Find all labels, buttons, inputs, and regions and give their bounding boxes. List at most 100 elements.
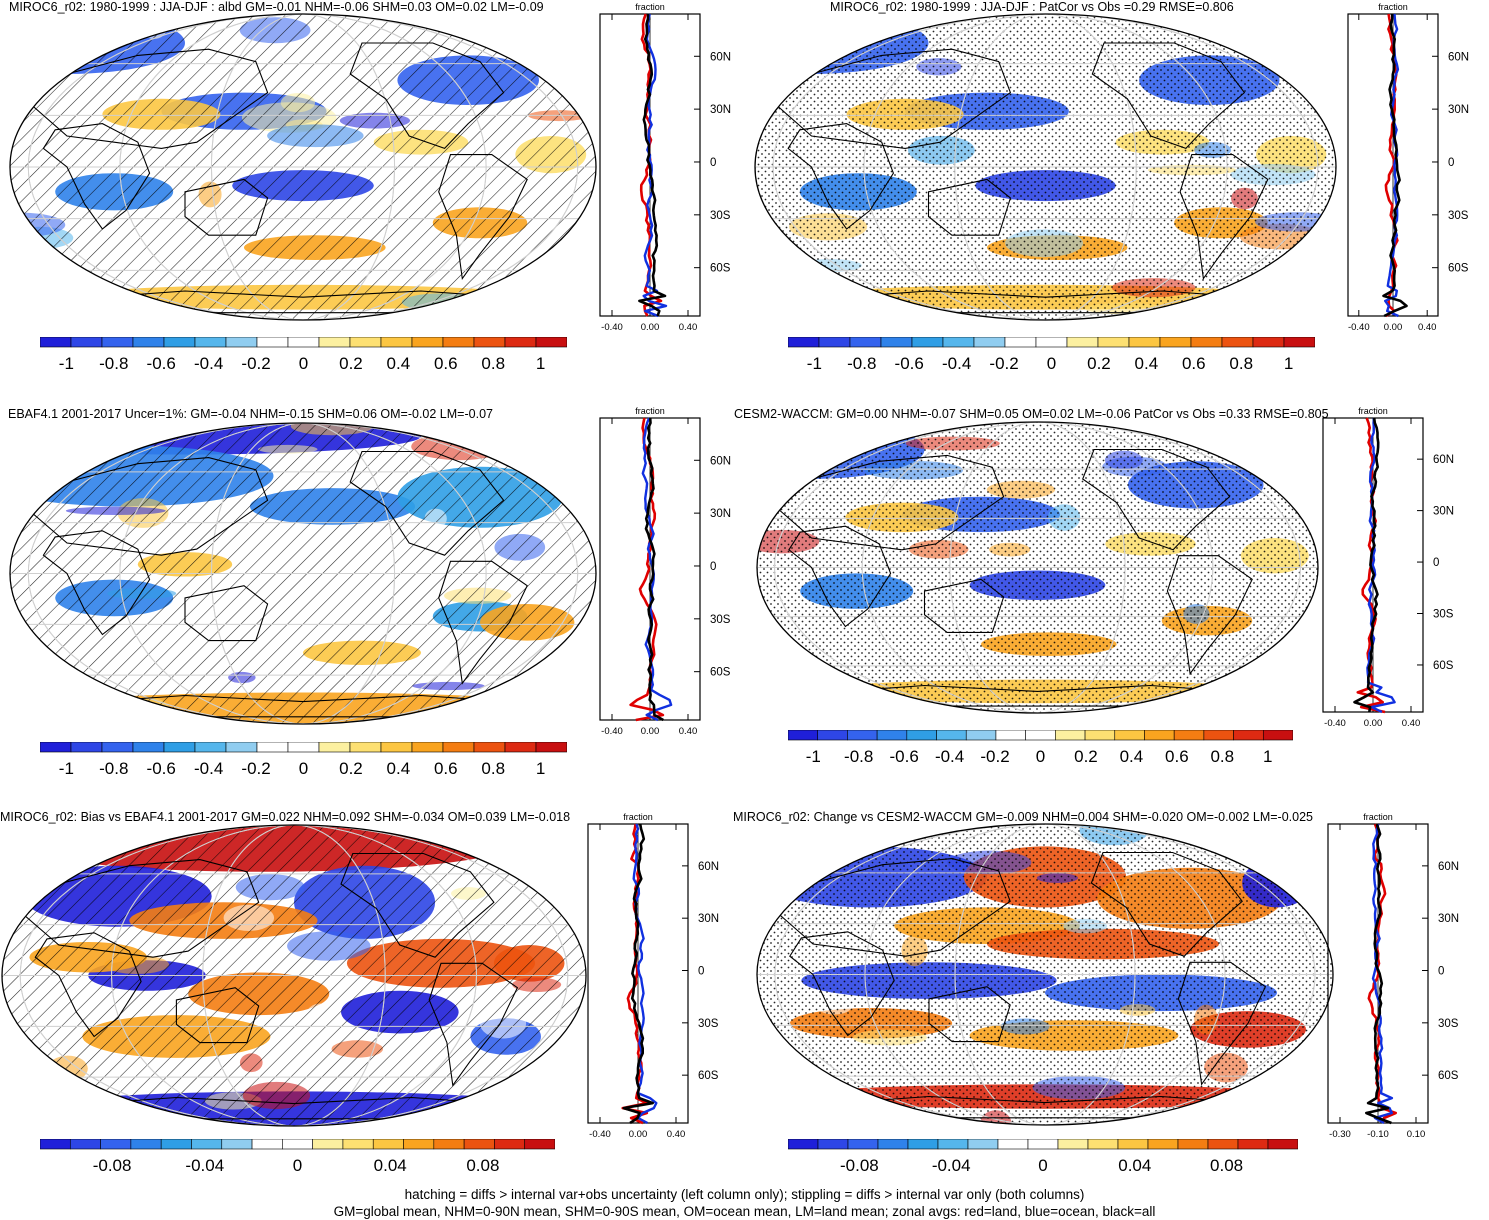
colorbar-swatch <box>1233 730 1264 741</box>
profile-lat-label: 30N <box>1438 913 1459 925</box>
colorbar-swatch <box>101 337 134 348</box>
colorbar-tick-label: 0.6 <box>434 354 458 373</box>
profile-x-tick-label: -0.40 <box>1324 718 1346 729</box>
colorbar-swatch <box>1221 337 1254 348</box>
colorbar-tick-label: 0.6 <box>1165 747 1189 766</box>
profile-lat-label: 60N <box>1438 861 1459 873</box>
coastline <box>349 450 505 556</box>
coastline <box>777 858 1011 957</box>
coastline <box>1091 42 1246 150</box>
profile-lat-label: 0 <box>1438 966 1444 978</box>
map-border <box>9 422 597 725</box>
colorbar-tick-label: 0.8 <box>481 354 505 373</box>
colorbar-swatch <box>1035 337 1068 348</box>
profile-lat-label: 60S <box>1438 1070 1459 1082</box>
colorbar-swatch <box>1144 730 1175 741</box>
colorbar-swatch <box>221 1139 253 1150</box>
map-panel-1 <box>9 13 597 321</box>
profile-lat-label: 30N <box>710 508 731 520</box>
profile-lat-label: 60N <box>1433 454 1454 466</box>
profile-axis-label: fraction <box>635 2 665 12</box>
profile-lat-label: 30S <box>710 614 731 626</box>
colorbar-swatch <box>194 337 227 348</box>
zonal-mean-line <box>622 823 654 1125</box>
colorbar-tick-label: -0.4 <box>935 747 964 766</box>
colorbar-tick-label: 0.08 <box>466 1156 499 1175</box>
colorbar-tick-label: 0.2 <box>339 759 363 778</box>
colorbar-swatch <box>1267 1139 1298 1150</box>
colorbar-swatch <box>965 730 997 741</box>
coastline <box>30 48 269 149</box>
profile-x-tick-label: -0.40 <box>601 322 623 333</box>
zonal-mean-line <box>638 13 667 317</box>
colorbar-tick-label: 1 <box>1284 354 1293 373</box>
colorbar-swatch <box>194 742 227 753</box>
colorbar-swatch <box>1087 1139 1119 1150</box>
colorbar-tick-label: -0.8 <box>847 354 876 373</box>
profile-axis-label: fraction <box>1378 2 1408 12</box>
profile-lat-label: 60S <box>698 1070 719 1082</box>
colorbar-swatch <box>101 742 134 753</box>
coastline <box>438 154 528 281</box>
colorbar-swatch <box>442 337 475 348</box>
colorbar-swatch <box>100 1139 132 1150</box>
caption-line-2: GM=global mean, NHM=0-90N mean, SHM=0-90… <box>333 1204 1156 1219</box>
colorbar-tick-label: 0 <box>1036 747 1045 766</box>
colorbar-tick-label: 0.8 <box>1210 747 1234 766</box>
map-border <box>9 13 597 321</box>
colorbar-swatch <box>1027 1139 1059 1150</box>
colorbar-swatch <box>788 730 819 741</box>
coastline <box>175 987 260 1044</box>
zonal-mean-line <box>644 417 664 722</box>
colorbar-swatch <box>1283 337 1315 348</box>
colorbar-tick-label: 0.2 <box>339 354 363 373</box>
colorbar-tick-label: -0.2 <box>989 354 1018 373</box>
profile-x-tick-label: 0.00 <box>641 726 660 737</box>
map-panel-6 <box>756 823 1334 1126</box>
coastline <box>928 986 1011 1043</box>
colorbar-swatch <box>942 337 975 348</box>
colorbar-tick-label: 1 <box>536 354 545 373</box>
colorbar-swatch <box>282 1139 313 1150</box>
colorbar-swatch <box>818 337 851 348</box>
zonal-profile-5: fraction -0.40 0.00 0.40 60N 30N 0 30S 60S <box>587 812 719 1140</box>
profile-axis-label: fraction <box>1363 812 1393 822</box>
colorbar-swatch <box>877 1139 909 1150</box>
colorbar-swatch <box>876 730 908 741</box>
colorbar-swatch <box>1117 1139 1149 1150</box>
profile-x-tick-label: 0.10 <box>1407 1129 1426 1140</box>
zonal-mean-line <box>1366 417 1396 714</box>
map-panel-3 <box>9 422 597 725</box>
colorbar-swatch <box>256 337 289 348</box>
colorbar-tick-label: 0.4 <box>387 759 411 778</box>
coastline <box>42 123 151 230</box>
profile-x-tick-label: 0.00 <box>629 1129 648 1140</box>
colorbar-swatch <box>1252 337 1285 348</box>
colorbar-swatch <box>251 1139 283 1150</box>
zonal-mean-line <box>641 417 673 722</box>
colorbar-swatch <box>473 742 506 753</box>
colorbar-tick-label: -0.08 <box>93 1156 132 1175</box>
profile-x-tick-label: 0.00 <box>641 322 660 333</box>
colorbar-tick-label: 0.2 <box>1087 354 1111 373</box>
coastline <box>788 525 892 628</box>
colorbar-swatch <box>411 742 444 753</box>
profile-lat-label: 30S <box>710 210 731 222</box>
colorbar-swatch <box>1057 1139 1089 1150</box>
profile-x-tick-label: 0.40 <box>667 1129 686 1140</box>
colorbar-swatch <box>1262 730 1293 741</box>
colorbar-swatch <box>1177 1139 1209 1150</box>
map-border <box>754 13 1337 321</box>
colorbar-swatch <box>849 337 882 348</box>
colorbar-swatch <box>1237 1139 1269 1150</box>
colorbar-tick-label: 0 <box>299 354 308 373</box>
colorbar-swatch <box>287 742 320 753</box>
colorbar-swatch <box>132 742 165 753</box>
colorbar-swatch <box>1207 1139 1239 1150</box>
zonal-profile-2: fraction -0.40 0.00 0.40 60N 30N 0 30S 60S <box>1347 2 1469 333</box>
colorbar-tick-label: -0.2 <box>241 354 270 373</box>
coastline <box>428 962 519 1087</box>
colorbar-tick-label: 0.04 <box>374 1156 407 1175</box>
colorbar-tick-label: -1 <box>807 354 822 373</box>
profile-lat-label: 60N <box>710 51 731 63</box>
